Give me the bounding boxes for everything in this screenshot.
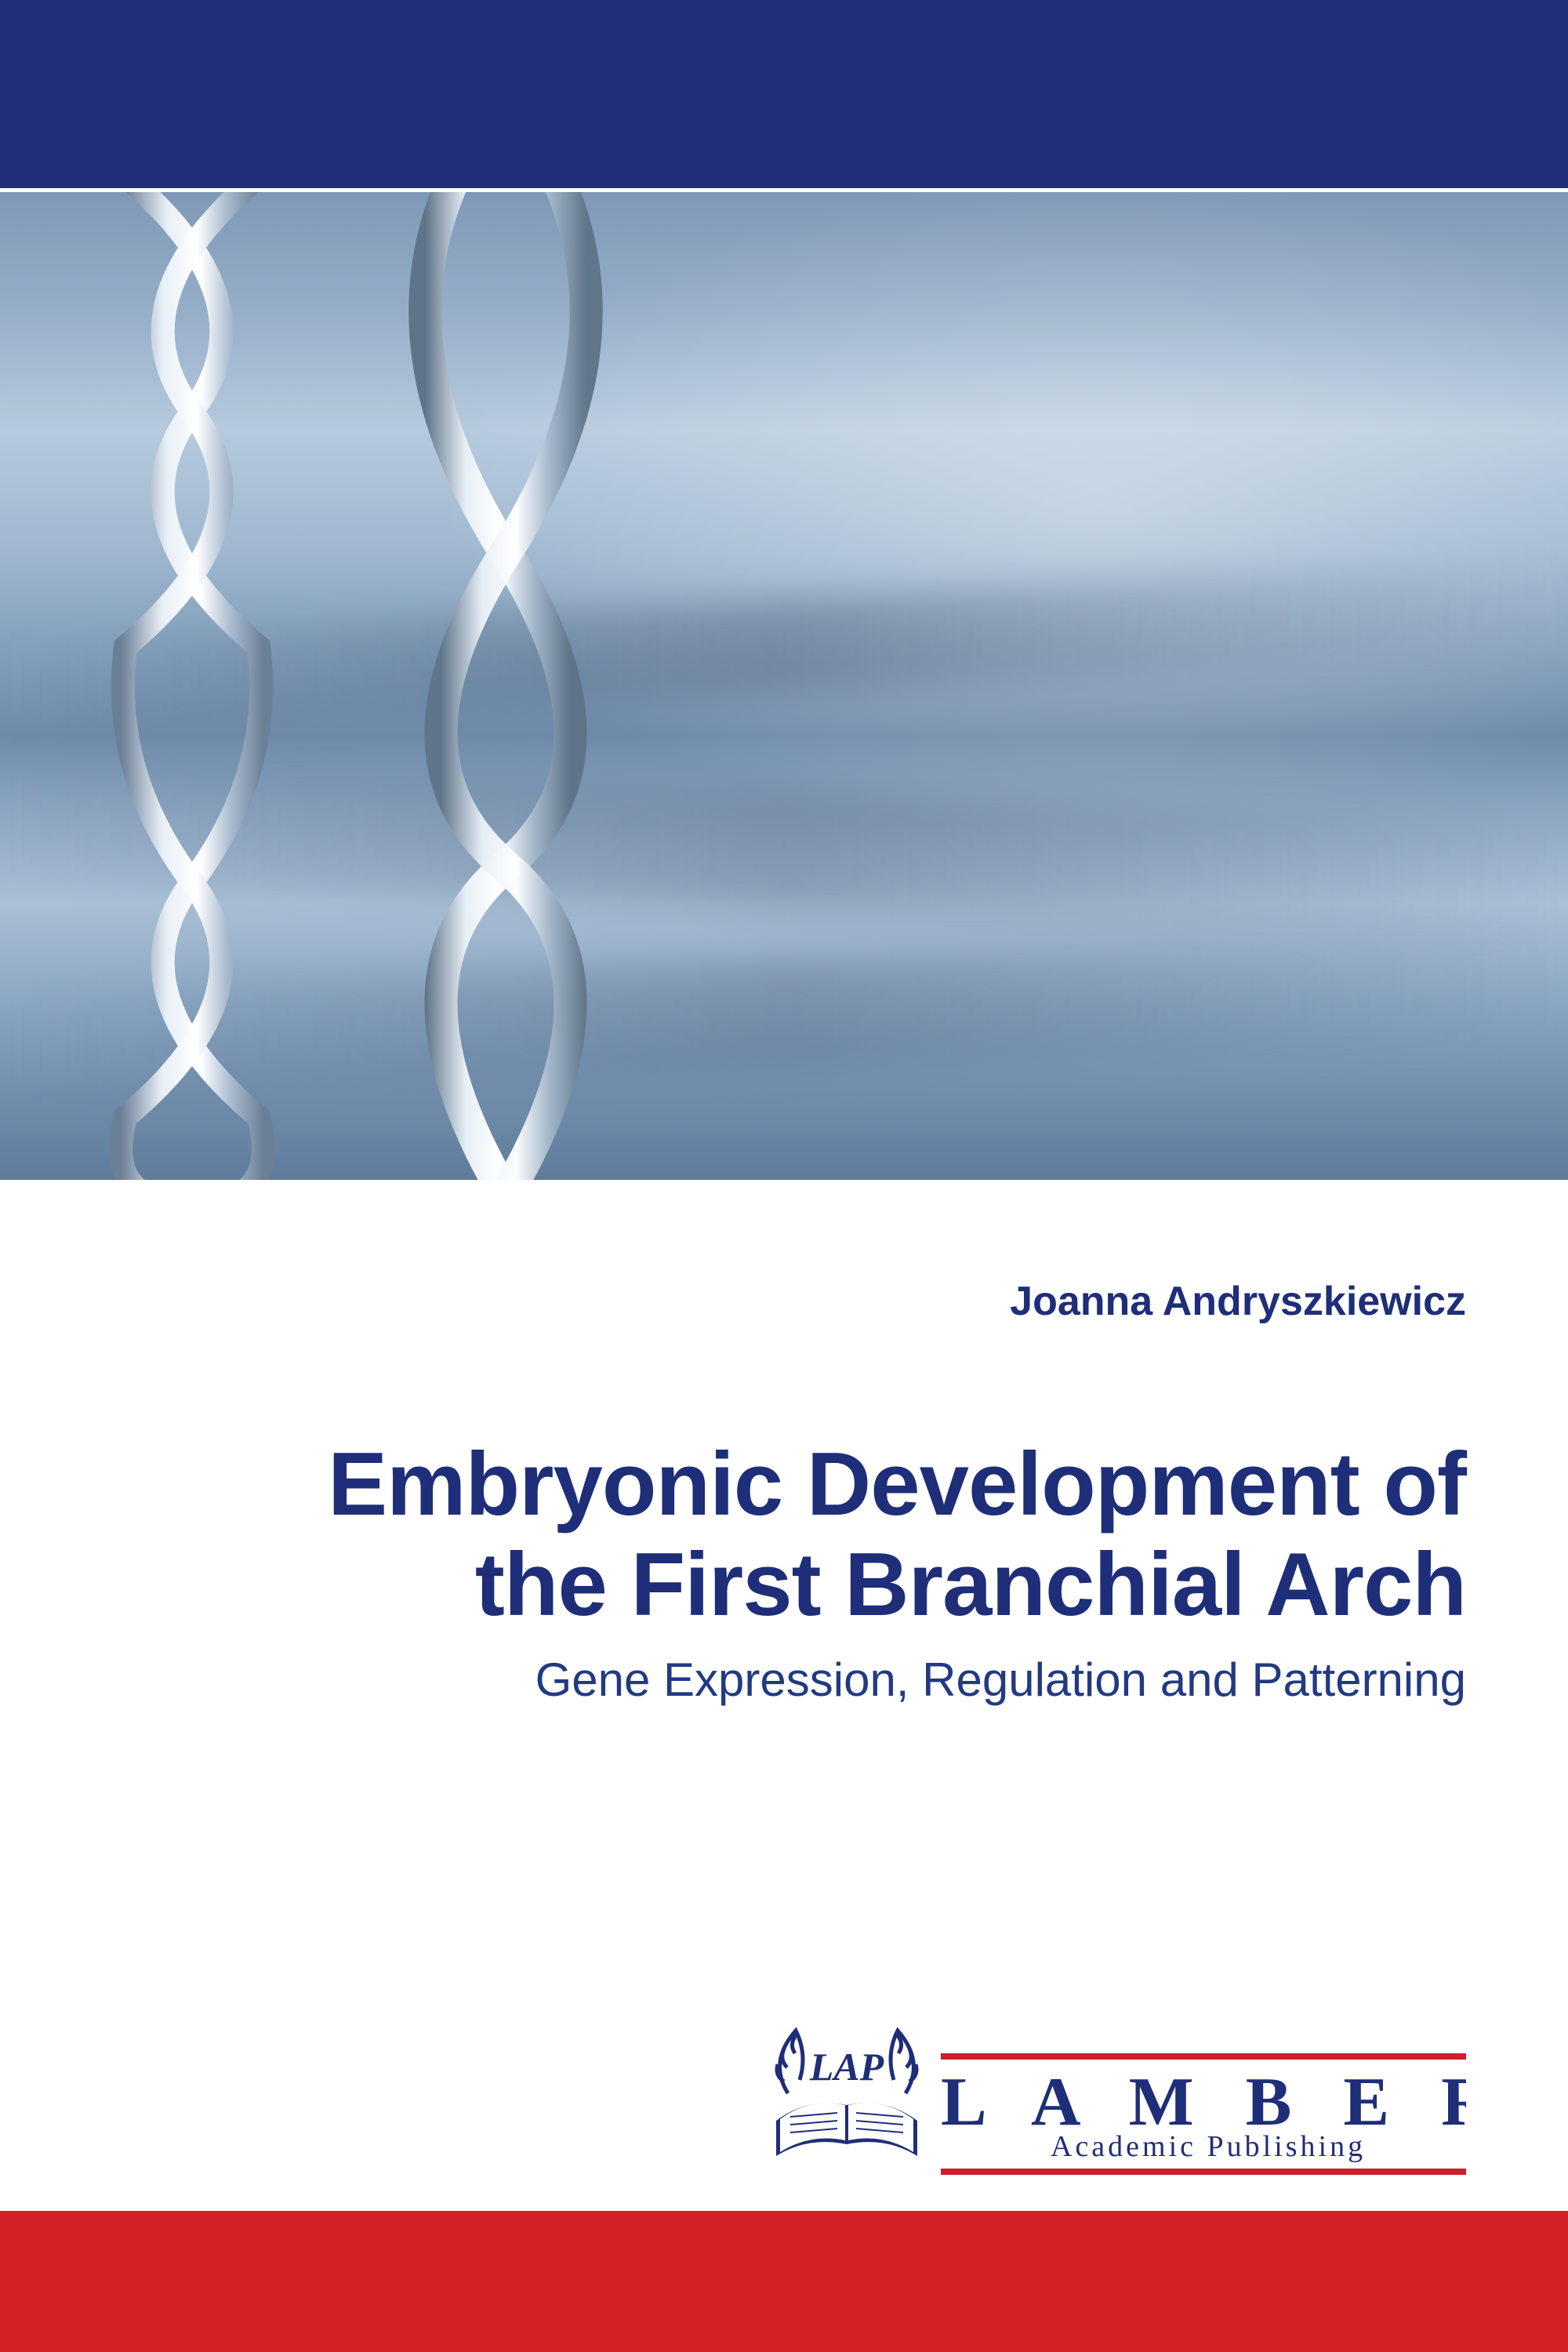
title-line: the First Branchial Arch bbox=[328, 1535, 1466, 1635]
publisher-logo: LAP L A M B E R T Academic Publishing bbox=[760, 2019, 1466, 2183]
publisher-tagline: Academic Publishing bbox=[1051, 2130, 1366, 2163]
book-subtitle: Gene Expression, Regulation and Patterni… bbox=[535, 1653, 1466, 1707]
open-book-icon bbox=[776, 2103, 917, 2156]
publisher-name: L A M B E R T bbox=[941, 2064, 1466, 2140]
book-title: Embryonic Development of the First Branc… bbox=[328, 1435, 1466, 1635]
top-color-band bbox=[0, 0, 1568, 188]
publisher-badge: LAP bbox=[809, 2045, 884, 2089]
dna-helix-icon bbox=[345, 192, 674, 1180]
dna-helix-icon bbox=[94, 192, 298, 1180]
cover-image bbox=[0, 192, 1568, 1180]
author-name: Joanna Andryszkiewicz bbox=[1010, 1278, 1466, 1325]
title-line: Embryonic Development of bbox=[328, 1435, 1466, 1535]
bottom-color-band bbox=[0, 2211, 1568, 2352]
